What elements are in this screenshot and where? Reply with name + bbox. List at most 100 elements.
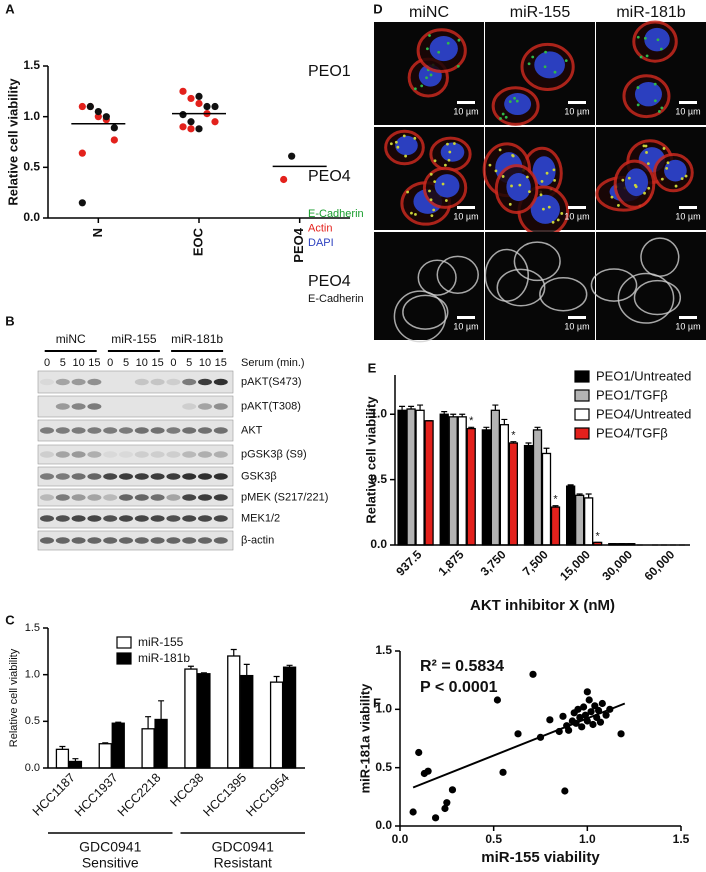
x-tick-label: 0.0	[392, 832, 409, 846]
x-tick-label: 15,000	[557, 547, 593, 583]
error-bar	[525, 442, 532, 446]
speck	[501, 112, 505, 116]
scale-bar-label: 10 µm	[675, 106, 700, 116]
error-bar	[59, 745, 66, 750]
band-label: β-actin	[241, 534, 274, 546]
scale-bar-label: 10 µm	[564, 106, 589, 116]
blot-band	[182, 473, 197, 480]
speck	[643, 36, 647, 40]
bar	[466, 427, 476, 546]
blot-band	[198, 427, 212, 434]
speck	[525, 175, 529, 179]
bar	[508, 442, 519, 546]
blot-band	[87, 451, 102, 458]
blot-band	[55, 494, 70, 501]
data-point	[110, 136, 118, 144]
lane-label: 0	[107, 357, 113, 369]
blot-band	[87, 403, 102, 410]
data-point	[596, 718, 605, 726]
speck	[428, 189, 431, 193]
blot-band	[150, 494, 165, 501]
blot-band	[40, 494, 54, 501]
data-point	[587, 708, 595, 716]
blot-band	[71, 537, 86, 544]
blot-band	[103, 473, 118, 480]
bar	[550, 506, 561, 546]
blot-band	[134, 473, 149, 480]
speck	[636, 103, 640, 107]
blot-band	[166, 451, 181, 458]
bar	[98, 743, 112, 769]
x-tick-label: 0.5	[485, 832, 502, 846]
speck	[513, 96, 516, 100]
blot-band	[182, 515, 197, 522]
nucleus	[634, 81, 662, 107]
nucleus	[440, 142, 465, 162]
data-point	[78, 199, 86, 207]
speck	[531, 55, 535, 59]
group-label: Resistant	[214, 855, 272, 871]
bar	[532, 429, 543, 546]
x-tick-label: 60,000	[641, 547, 677, 583]
x-tick-label: 1.5	[673, 832, 690, 846]
bar	[424, 420, 434, 546]
speck	[410, 211, 413, 215]
speck	[660, 106, 664, 110]
speck	[518, 183, 522, 187]
blot-band	[150, 473, 165, 480]
speck	[564, 59, 568, 63]
blot-band	[198, 451, 212, 458]
data-point	[94, 108, 102, 116]
speck	[511, 154, 515, 158]
cell-outline	[633, 279, 682, 316]
condition-label: miNC	[56, 332, 86, 346]
blot-band	[103, 427, 118, 434]
data-point	[589, 720, 597, 729]
speck	[553, 178, 556, 182]
speck	[501, 175, 505, 178]
speck	[627, 176, 631, 180]
blot-band	[71, 451, 86, 458]
speck	[662, 147, 666, 150]
y-tick-label: 1.0	[25, 669, 40, 681]
blot-band	[198, 515, 212, 522]
row-label: PEO4	[308, 168, 351, 185]
blot-band	[119, 451, 133, 458]
bar	[240, 674, 254, 769]
data-point	[559, 712, 567, 720]
y-axis-label: Relative cell viability	[5, 78, 20, 206]
blot-band	[134, 537, 149, 544]
error-bar	[543, 447, 550, 454]
data-point	[110, 124, 118, 132]
panel-letter: C	[5, 612, 15, 627]
speck	[552, 168, 556, 172]
bar	[583, 497, 594, 546]
data-point	[78, 102, 86, 111]
blot-band	[119, 427, 133, 434]
blot-band	[71, 473, 86, 480]
speck	[457, 38, 461, 42]
stain-legend: Actin	[308, 222, 332, 234]
error-bar	[145, 716, 152, 729]
blot-band	[182, 451, 197, 458]
speck	[389, 142, 393, 146]
x-tick-label: 1.0	[579, 832, 596, 846]
blot-band	[40, 378, 54, 386]
y-tick-label: 1.5	[23, 58, 40, 72]
nucleus	[504, 93, 532, 116]
bar	[111, 722, 125, 769]
y-tick-label: 0.5	[23, 160, 40, 174]
error-bar	[102, 742, 109, 744]
speck	[657, 110, 661, 113]
bar	[457, 416, 467, 546]
speck	[528, 190, 531, 194]
speck	[617, 204, 620, 207]
data-point	[499, 768, 507, 776]
nucleus	[530, 194, 560, 224]
cell-outline	[513, 241, 561, 282]
speck	[653, 82, 657, 86]
error-bar	[158, 700, 165, 720]
speck	[406, 190, 409, 194]
error-bar	[273, 675, 280, 683]
data-point	[493, 696, 502, 704]
